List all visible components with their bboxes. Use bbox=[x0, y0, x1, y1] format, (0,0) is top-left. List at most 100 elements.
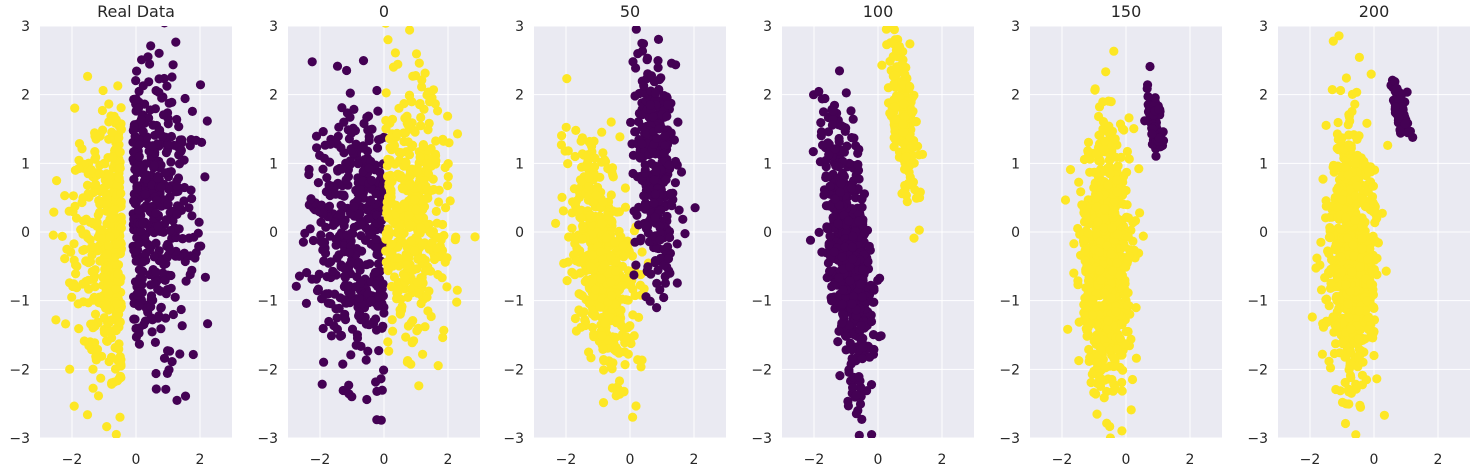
data-point bbox=[1100, 363, 1111, 373]
data-point bbox=[356, 231, 366, 241]
data-point bbox=[364, 320, 374, 330]
data-point bbox=[388, 326, 398, 336]
data-point bbox=[607, 291, 617, 301]
data-point bbox=[162, 81, 172, 91]
data-point bbox=[911, 117, 921, 127]
data-point bbox=[145, 105, 155, 115]
data-point bbox=[1154, 133, 1164, 143]
data-point bbox=[146, 291, 157, 301]
data-point bbox=[819, 190, 829, 200]
data-point bbox=[905, 82, 915, 92]
data-point bbox=[314, 269, 324, 279]
data-point bbox=[103, 289, 114, 299]
data-point bbox=[866, 280, 876, 290]
data-point bbox=[154, 48, 164, 58]
data-point bbox=[572, 243, 582, 253]
data-point bbox=[112, 299, 122, 309]
data-point bbox=[833, 337, 843, 347]
data-point bbox=[1087, 369, 1097, 379]
data-point bbox=[154, 87, 164, 97]
data-point bbox=[659, 148, 669, 158]
subplot-title: 100 bbox=[863, 2, 894, 21]
data-point bbox=[134, 301, 144, 311]
data-point bbox=[1085, 353, 1095, 363]
data-point bbox=[1069, 239, 1079, 249]
data-point bbox=[109, 252, 119, 262]
data-point bbox=[854, 372, 864, 382]
data-point bbox=[1076, 187, 1086, 197]
data-point bbox=[318, 323, 328, 334]
data-point bbox=[337, 164, 347, 174]
data-point bbox=[325, 157, 335, 167]
data-point bbox=[848, 254, 858, 264]
data-point bbox=[610, 237, 620, 247]
data-point bbox=[134, 287, 144, 297]
data-point bbox=[1108, 266, 1118, 276]
data-point bbox=[1110, 384, 1120, 394]
data-point bbox=[340, 271, 350, 281]
data-point bbox=[837, 318, 847, 328]
data-point bbox=[1095, 265, 1105, 275]
data-point bbox=[394, 261, 404, 271]
data-point bbox=[149, 160, 159, 171]
data-point bbox=[1109, 196, 1120, 207]
data-point bbox=[134, 339, 144, 349]
data-point bbox=[187, 265, 197, 275]
data-point bbox=[104, 326, 114, 336]
data-point bbox=[439, 325, 449, 335]
data-point bbox=[1134, 164, 1144, 174]
data-point bbox=[163, 139, 173, 149]
data-point bbox=[1131, 303, 1141, 313]
data-point bbox=[138, 219, 148, 229]
data-point bbox=[312, 286, 323, 296]
data-point bbox=[401, 332, 411, 342]
data-point bbox=[1107, 141, 1117, 151]
data-point bbox=[897, 189, 907, 199]
data-point bbox=[138, 81, 148, 91]
data-point bbox=[1328, 162, 1338, 172]
data-point bbox=[416, 112, 426, 123]
data-point bbox=[167, 72, 177, 82]
data-point bbox=[111, 283, 121, 294]
data-point bbox=[410, 195, 420, 205]
data-point bbox=[645, 100, 656, 110]
data-point bbox=[844, 216, 854, 226]
data-point bbox=[81, 214, 91, 224]
x-tick-label: 0 bbox=[626, 452, 635, 468]
data-point bbox=[905, 39, 915, 49]
data-point bbox=[113, 269, 123, 279]
data-point bbox=[347, 392, 357, 402]
data-point bbox=[1074, 317, 1084, 327]
y-tick-label: 2 bbox=[1011, 88, 1020, 104]
data-point bbox=[1074, 356, 1084, 366]
data-point bbox=[563, 257, 573, 267]
data-point bbox=[116, 359, 126, 369]
data-point bbox=[847, 299, 857, 309]
data-point bbox=[825, 266, 835, 276]
data-point bbox=[596, 274, 606, 284]
data-point bbox=[191, 135, 201, 145]
data-point bbox=[326, 257, 336, 267]
y-tick-label: 3 bbox=[269, 19, 278, 35]
data-point bbox=[637, 247, 647, 257]
x-tick-label: −2 bbox=[804, 452, 825, 468]
data-point bbox=[863, 256, 873, 267]
data-point bbox=[1327, 85, 1337, 95]
data-point bbox=[411, 204, 421, 215]
data-point bbox=[470, 232, 480, 242]
data-point bbox=[372, 85, 382, 96]
data-point bbox=[587, 250, 598, 260]
data-point bbox=[181, 276, 191, 286]
data-point bbox=[1143, 91, 1153, 102]
data-point bbox=[659, 260, 669, 270]
data-point bbox=[149, 252, 159, 262]
data-point bbox=[104, 178, 114, 188]
data-point bbox=[383, 154, 393, 164]
data-point bbox=[567, 223, 577, 233]
data-point bbox=[342, 230, 352, 240]
data-point bbox=[434, 197, 444, 207]
data-point bbox=[378, 279, 388, 289]
data-point bbox=[423, 306, 433, 316]
data-point bbox=[610, 332, 621, 342]
